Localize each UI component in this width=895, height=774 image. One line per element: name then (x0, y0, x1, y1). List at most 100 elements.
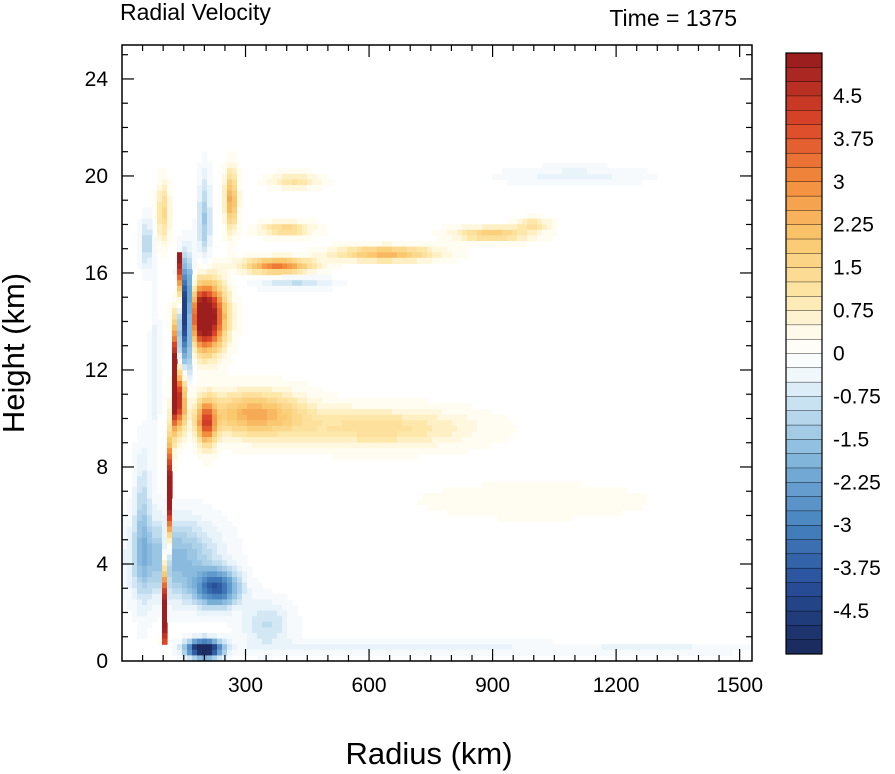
heatmap-cell (182, 358, 188, 365)
heatmap-cell (407, 241, 413, 248)
heatmap-cell (457, 241, 463, 248)
heatmap-cell (357, 257, 363, 264)
heatmap-cell (122, 532, 128, 539)
heatmap-cell (422, 649, 428, 656)
heatmap-cell (672, 644, 678, 651)
heatmap-cell (737, 644, 743, 651)
heatmap-cell (252, 397, 258, 404)
heatmap-cell (502, 229, 508, 236)
heatmap-cell (207, 185, 213, 192)
heatmap-cell (222, 364, 228, 371)
heatmap-cell (152, 409, 158, 416)
heatmap-cell (217, 263, 223, 270)
heatmap-cell (557, 515, 563, 522)
heatmap-cell (122, 593, 128, 600)
heatmap-cell (237, 610, 243, 617)
heatmap-cell (612, 168, 618, 175)
heatmap-cell (292, 621, 298, 628)
heatmap-cell (192, 554, 198, 561)
heatmap-cell (282, 185, 288, 192)
heatmap-cell (312, 409, 318, 416)
heatmap-cell (272, 392, 278, 399)
heatmap-cell (337, 431, 343, 438)
heatmap-cell (227, 582, 233, 589)
heatmap-cell (182, 616, 188, 623)
heatmap-cell (397, 241, 403, 248)
heatmap-cell (257, 420, 263, 427)
heatmap-cell (557, 487, 563, 494)
heatmap-cell (327, 638, 333, 645)
heatmap-cell (262, 386, 268, 393)
heatmap-cell (427, 493, 433, 500)
heatmap-cell (272, 375, 278, 382)
heatmap-cell (217, 593, 223, 600)
colorbar-bin (785, 353, 823, 369)
heatmap-cell (137, 470, 143, 477)
heatmap-cell (392, 420, 398, 427)
heatmap-cell (492, 173, 498, 180)
heatmap-cell (297, 644, 303, 651)
heatmap-cell (132, 549, 138, 556)
heatmap-cell (237, 201, 243, 208)
heatmap-cell (202, 274, 208, 281)
heatmap-cell (232, 392, 238, 399)
heatmap-cell (152, 616, 158, 623)
heatmap-cell (507, 431, 513, 438)
heatmap-cell (442, 235, 448, 242)
heatmap-cell (457, 448, 463, 455)
heatmap-cell (502, 235, 508, 242)
heatmap-cell (207, 173, 213, 180)
heatmap-cell (232, 241, 238, 248)
heatmap-cell (197, 504, 203, 511)
heatmap-cell (137, 504, 143, 511)
heatmap-cell (462, 442, 468, 449)
heatmap-cell (157, 336, 163, 343)
heatmap-cell (182, 599, 188, 606)
heatmap-cell (287, 224, 293, 231)
heatmap-cell (197, 179, 203, 186)
heatmap-cell (147, 515, 153, 522)
heatmap-cell (232, 549, 238, 556)
heatmap-cell (382, 420, 388, 427)
heatmap-cell (217, 330, 223, 337)
heatmap-cell (137, 537, 143, 544)
heatmap-cell (227, 386, 233, 393)
heatmap-cell (187, 375, 193, 382)
heatmap-cell (192, 549, 198, 556)
heatmap-cell (147, 364, 153, 371)
heatmap-cell (162, 537, 168, 544)
heatmap-cell (247, 409, 253, 416)
heatmap-cell (192, 235, 198, 242)
heatmap-cell (287, 644, 293, 651)
heatmap-cell (212, 599, 218, 606)
heatmap-cell (202, 397, 208, 404)
heatmap-cell (162, 246, 168, 253)
heatmap-cell (207, 515, 213, 522)
heatmap-cell (177, 431, 183, 438)
heatmap-cell (187, 263, 193, 270)
heatmap-cell (212, 616, 218, 623)
heatmap-cell (352, 403, 358, 410)
heatmap-cell (197, 414, 203, 421)
heatmap-cell (262, 218, 268, 225)
heatmap-cell (227, 336, 233, 343)
heatmap-cell (367, 453, 373, 460)
heatmap-cell (222, 224, 228, 231)
heatmap-cell (522, 229, 528, 236)
heatmap-cell (597, 498, 603, 505)
heatmap-cell (512, 504, 518, 511)
heatmap-cell (312, 257, 318, 264)
heatmap-cell (272, 386, 278, 393)
heatmap-cell (667, 644, 673, 651)
colorbar-bin (785, 52, 823, 68)
heatmap-cell (172, 325, 178, 332)
heatmap-cell (302, 386, 308, 393)
heatmap-cell (132, 582, 138, 589)
heatmap-cell (222, 280, 228, 287)
heatmap-cell (187, 269, 193, 276)
heatmap-cell (147, 588, 153, 595)
heatmap-cell (322, 229, 328, 236)
heatmap-cell (307, 414, 313, 421)
heatmap-cell (312, 280, 318, 287)
heatmap-cell (302, 269, 308, 276)
